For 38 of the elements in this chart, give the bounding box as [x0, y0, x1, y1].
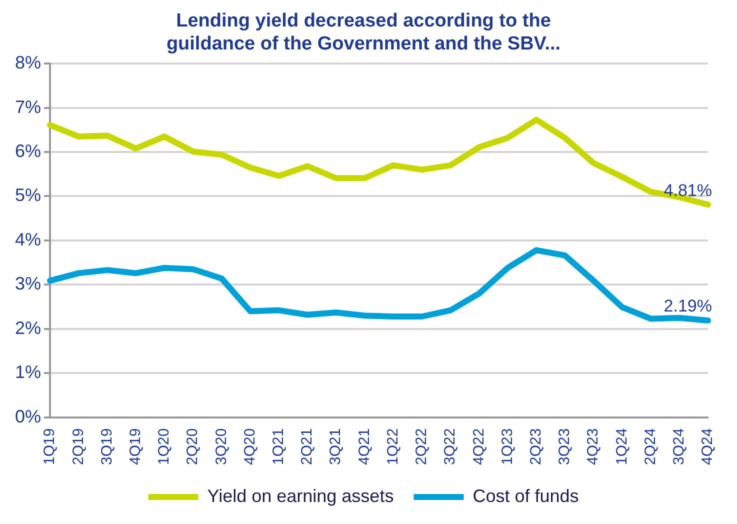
x-tick-label: 1Q19	[41, 428, 58, 466]
y-tick-label: 2%	[15, 318, 42, 338]
x-tick-label: 2Q23	[527, 428, 544, 466]
y-tick-label: 3%	[15, 274, 42, 294]
x-tick-label: 1Q20	[156, 428, 173, 466]
legend-label: Cost of funds	[472, 486, 579, 506]
x-tick-label: 3Q22	[442, 428, 459, 466]
legend-label: Yield on earning assets	[207, 486, 394, 506]
y-tick-label: 4%	[15, 229, 42, 250]
x-tick-label: 1Q23	[498, 428, 516, 466]
x-tick-label: 1Q24	[613, 428, 630, 466]
x-tick-label: 1Q21	[270, 428, 288, 466]
x-tick-label: 2Q21	[298, 428, 316, 466]
x-tick-label: 4Q19	[126, 428, 144, 466]
x-tick-label: 2Q22	[413, 428, 430, 466]
x-tick-label: 3Q19	[98, 428, 116, 466]
y-tick-label: 0%	[15, 406, 42, 426]
x-tick-label: 4Q23	[584, 428, 602, 466]
x-tick-label: 3Q24	[670, 428, 688, 466]
x-tick-label: 4Q20	[241, 428, 258, 466]
y-tick-label: 8%	[15, 52, 42, 73]
data-label: 2.19%	[664, 296, 712, 316]
x-tick-label: 3Q21	[327, 428, 344, 466]
data-label: 4.81%	[664, 180, 712, 200]
x-tick-label: 4Q22	[470, 428, 488, 466]
x-tick-label: 3Q23	[556, 428, 574, 466]
y-tick-label: 7%	[15, 96, 42, 117]
x-tick-label: 4Q24	[699, 428, 716, 466]
y-tick-label: 6%	[15, 140, 42, 161]
x-tick-label: 1Q22	[384, 428, 402, 466]
y-tick-label: 5%	[15, 185, 42, 206]
x-tick-label: 2Q19	[70, 428, 87, 466]
x-tick-label: 2Q20	[184, 428, 202, 466]
y-tick-label: 1%	[15, 362, 42, 382]
x-tick-label: 2Q24	[642, 428, 659, 466]
chart-title: Lending yield decreased according to the guildance of the Government and the SBV...	[166, 10, 561, 54]
x-tick-label: 3Q20	[212, 428, 230, 466]
x-tick-label: 4Q21	[356, 428, 373, 466]
